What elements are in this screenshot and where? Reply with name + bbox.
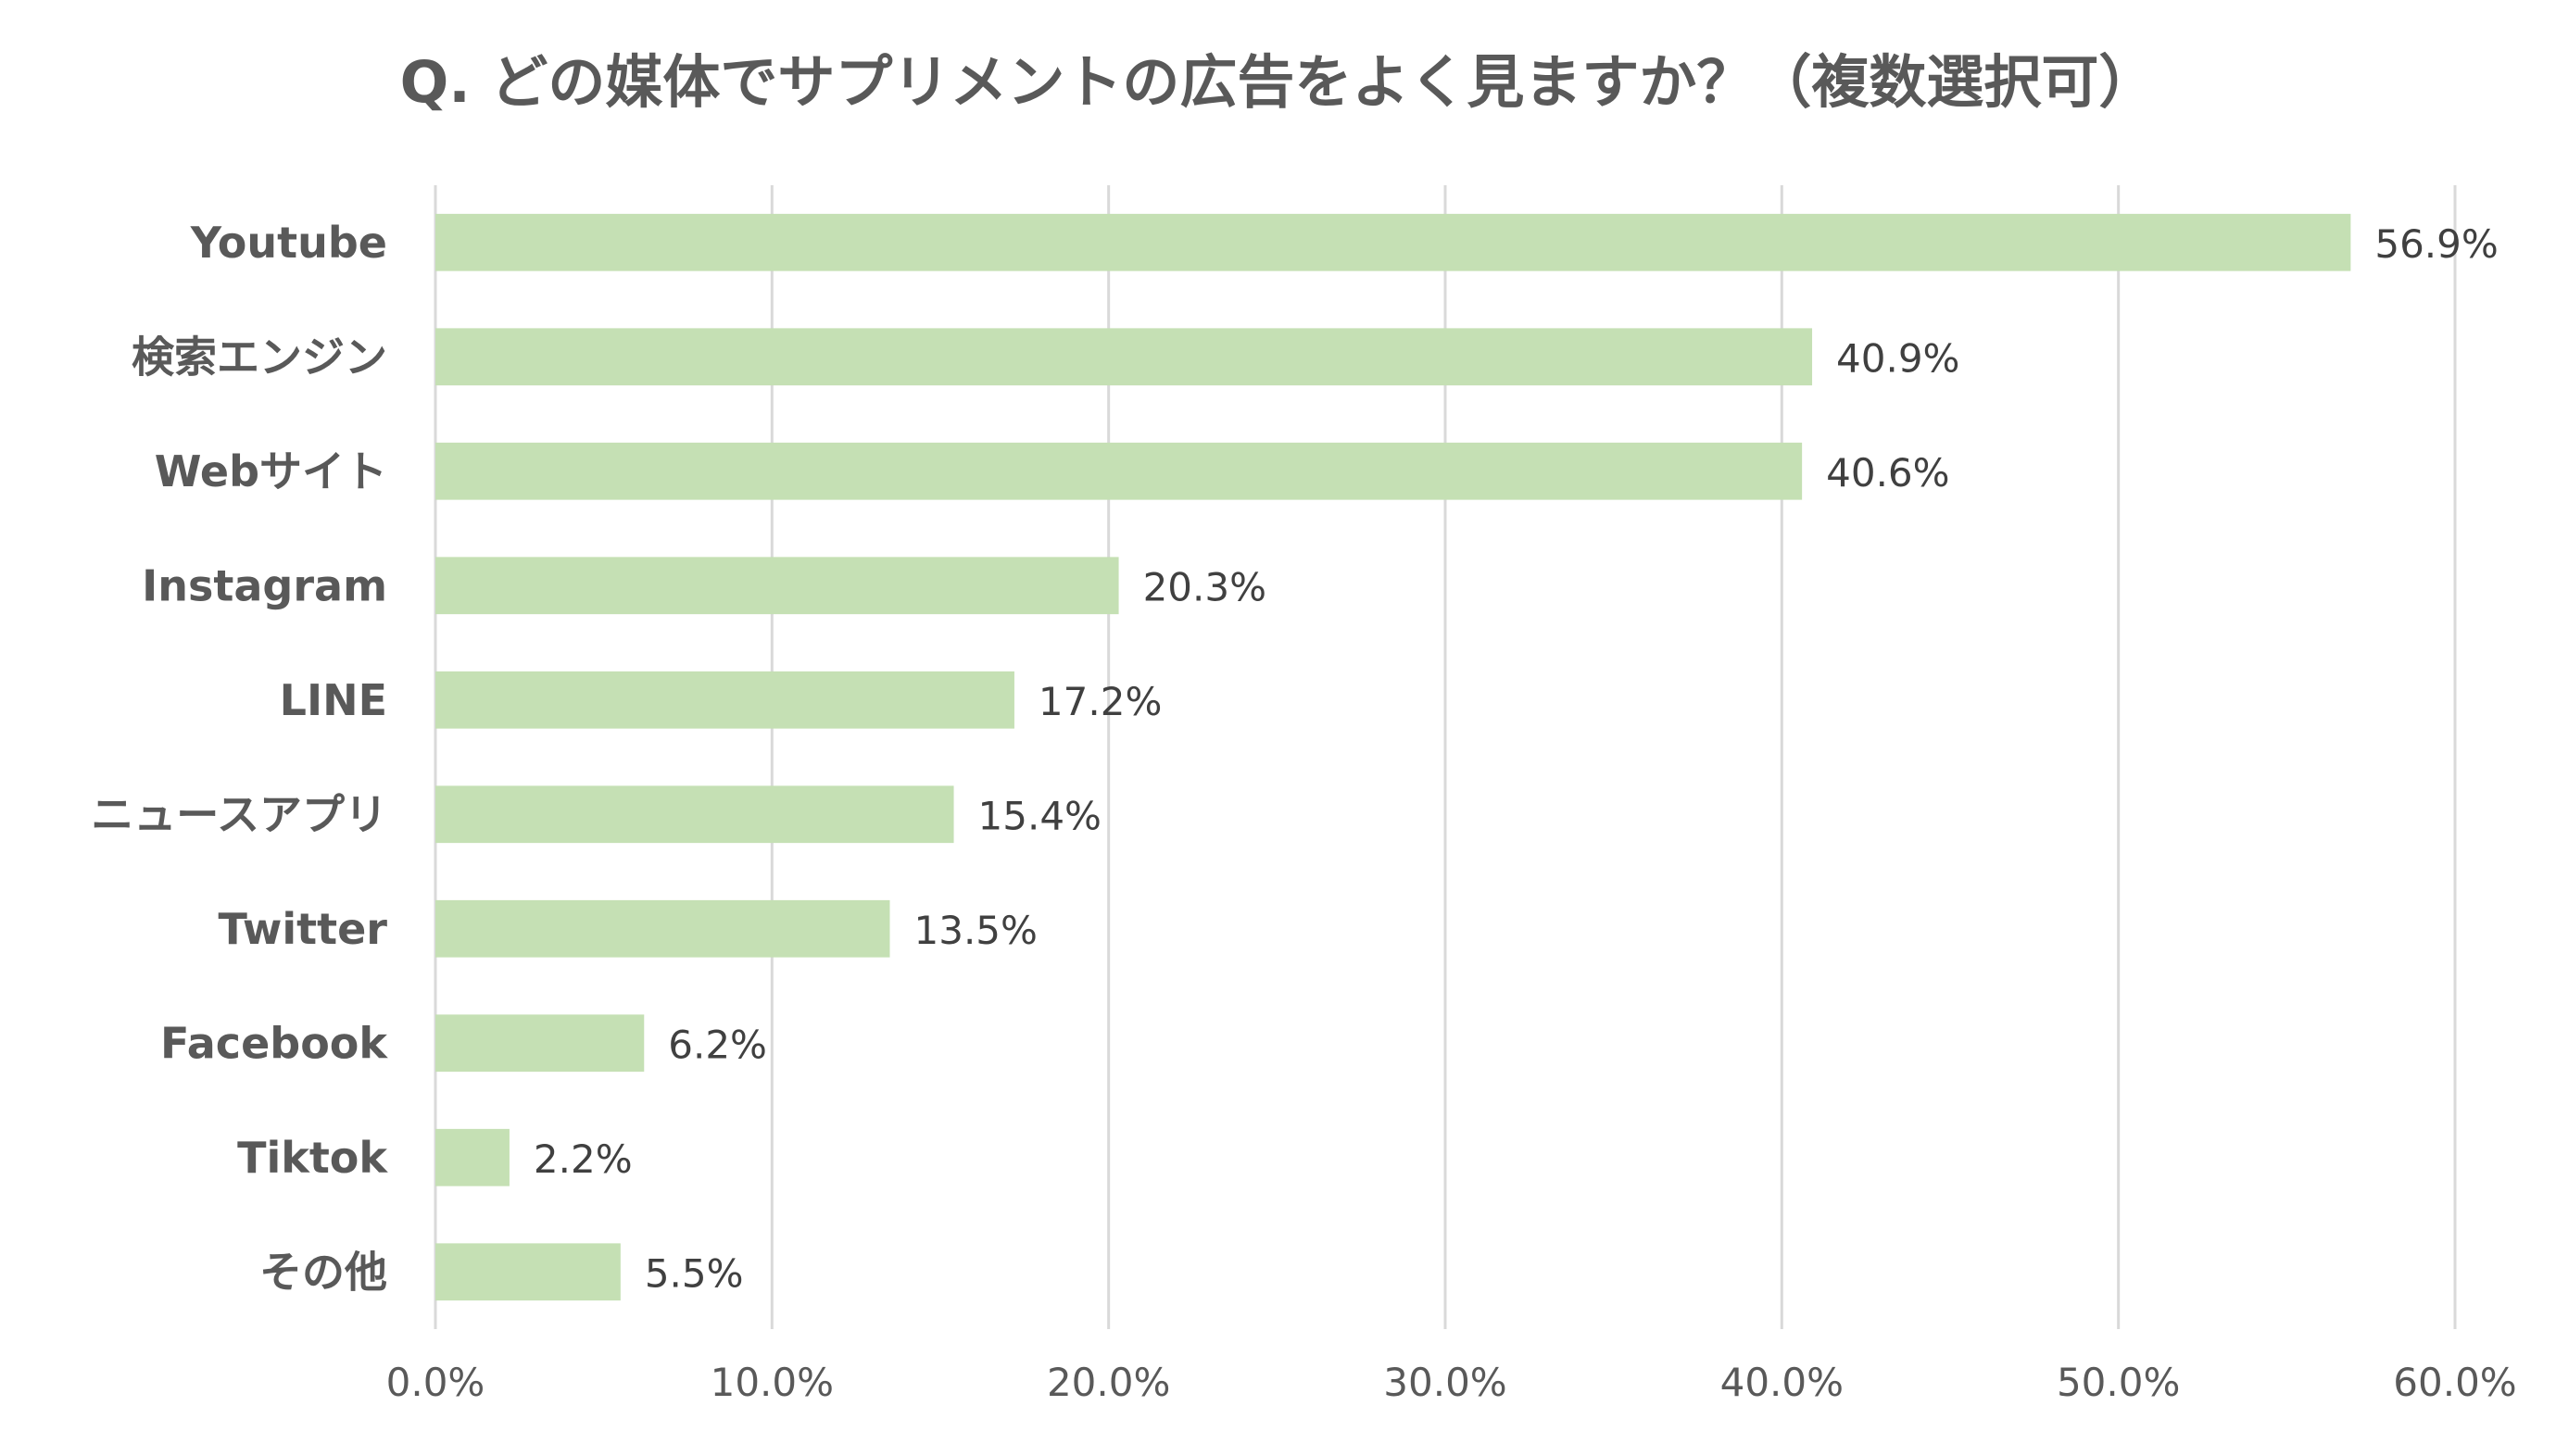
x-tick-label: 20.0% (1047, 1360, 1170, 1405)
data-label: 13.5% (914, 908, 1038, 953)
bar (435, 899, 890, 958)
x-tick-label: 10.0% (711, 1360, 834, 1405)
x-tick-label: 50.0% (2057, 1360, 2180, 1405)
data-label: 6.2% (668, 1022, 767, 1067)
category-label: Twitter (219, 904, 388, 954)
bar (435, 1128, 510, 1186)
category-label: Facebook (160, 1018, 388, 1068)
data-label: 40.9% (1836, 335, 1959, 381)
tick-layer: 0.0% 10.0% 20.0% 30.0% 40.0% 50.0% 60.0% (386, 1360, 2517, 1405)
bar (435, 785, 954, 844)
bar (435, 1243, 621, 1301)
bar (435, 213, 2351, 271)
data-label: 56.9% (2374, 221, 2498, 267)
x-tick-label: 0.0% (386, 1360, 485, 1405)
data-label: 17.2% (1039, 679, 1162, 724)
category-label: LINE (280, 675, 387, 725)
data-label: 40.6% (1826, 450, 1949, 496)
category-label: 検索エンジン (132, 332, 387, 382)
x-tick-label: 40.0% (1720, 1360, 1844, 1405)
category-label: Instagram (142, 560, 387, 610)
category-label: Youtube (190, 218, 387, 268)
bar (435, 671, 1014, 729)
bar (435, 442, 1803, 500)
category-label: ニュースアプリ (91, 789, 387, 839)
category-label: Webサイト (155, 446, 387, 496)
category-label: その他 (259, 1247, 387, 1297)
data-label: 15.4% (978, 793, 1102, 838)
data-label: 20.3% (1143, 564, 1266, 609)
x-tick-label: 60.0% (2393, 1360, 2516, 1405)
category-label: Tiktok (237, 1133, 388, 1183)
label-layer: Youtube 56.9% 検索エンジン 40.9% Webサイト 40.6% Instag… (91, 218, 2499, 1298)
x-tick-label: 30.0% (1383, 1360, 1506, 1405)
data-label: 5.5% (645, 1250, 744, 1296)
bar-layer (435, 213, 2351, 1301)
data-label: 2.2% (534, 1136, 633, 1182)
chart-title: Q. どの媒体でサプリメントの広告をよく見ますか？（複数選択可） (399, 48, 2157, 116)
bar (435, 328, 1813, 386)
bar (435, 557, 1119, 615)
bar (435, 1014, 645, 1073)
